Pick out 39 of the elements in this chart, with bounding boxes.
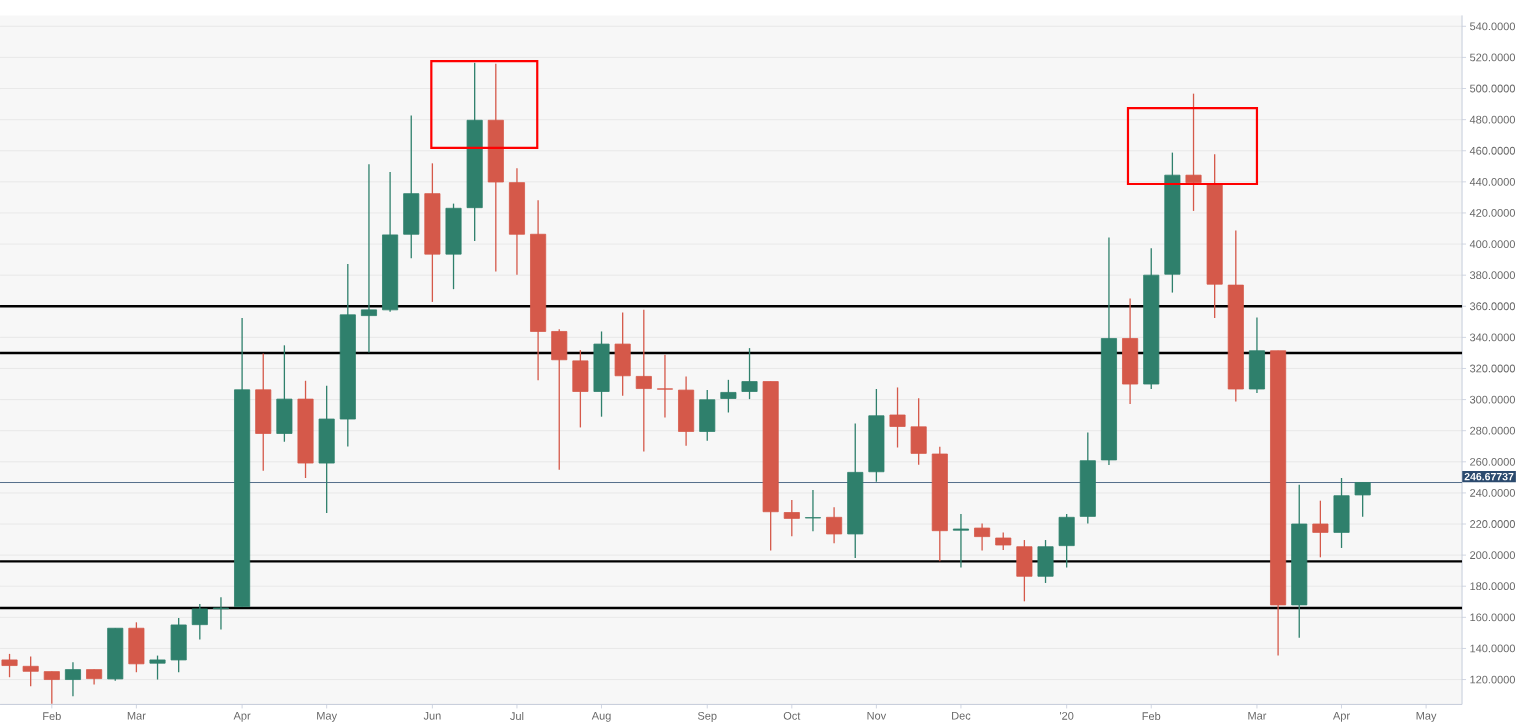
y-tick-label: 520.0000 [1469, 53, 1515, 62]
ref-line-label: 246.67737 [1464, 472, 1514, 481]
x-tick-label: Nov [867, 711, 887, 720]
x-tick-label: Jun [423, 711, 441, 720]
y-tick-label: 340.0000 [1469, 333, 1515, 342]
y-tick-label: 540.0000 [1469, 22, 1515, 31]
y-tick-label: 460.0000 [1469, 146, 1515, 155]
y-tick-label: 240.0000 [1470, 489, 1515, 497]
y-tick-label: 200.0000 [1470, 551, 1515, 560]
y-tick-label: 400.0000 [1469, 240, 1515, 248]
y-tick-label: 320.0000 [1469, 364, 1515, 373]
y-tick-label: 280.0000 [1470, 426, 1515, 435]
x-tick-label: Feb [1142, 711, 1161, 721]
y-tick-label: 360.0000 [1469, 302, 1515, 311]
y-tick-label: 500.0000 [1469, 84, 1515, 93]
y-tick-label: 220.0000 [1470, 520, 1515, 528]
y-tick-label: 440.0000 [1469, 177, 1515, 186]
x-tick-label: Sep [697, 711, 717, 722]
x-tick-label: May [1416, 711, 1437, 722]
x-tick-label: Dec [952, 711, 971, 720]
x-tick-label: Apr [1332, 711, 1350, 722]
x-tick-label: May [317, 711, 338, 722]
y-tick-label: 160.0000 [1470, 613, 1515, 622]
x-tick-label: Feb [43, 711, 61, 721]
x-tick-label: Mar [1248, 711, 1267, 720]
x-tick-label: '20 [1060, 711, 1074, 720]
y-tick-label: 380.0000 [1469, 271, 1515, 280]
x-tick-label: Aug [591, 711, 611, 722]
y-tick-label: 420.0000 [1469, 209, 1515, 217]
y-tick-label: 120.0000 [1470, 675, 1515, 684]
x-tick-label: Apr [233, 711, 251, 722]
y-tick-label: 180.0000 [1470, 582, 1515, 591]
x-tick-label: Oct [783, 711, 801, 720]
x-tick-label: Jul [510, 711, 524, 721]
y-tick-label: 300.0000 [1469, 395, 1515, 404]
y-tick-label: 480.0000 [1469, 115, 1515, 124]
y-tick-label: 260.0000 [1470, 457, 1515, 466]
x-tick-label: Mar [127, 711, 146, 720]
y-tick-label: 140.0000 [1470, 644, 1515, 653]
